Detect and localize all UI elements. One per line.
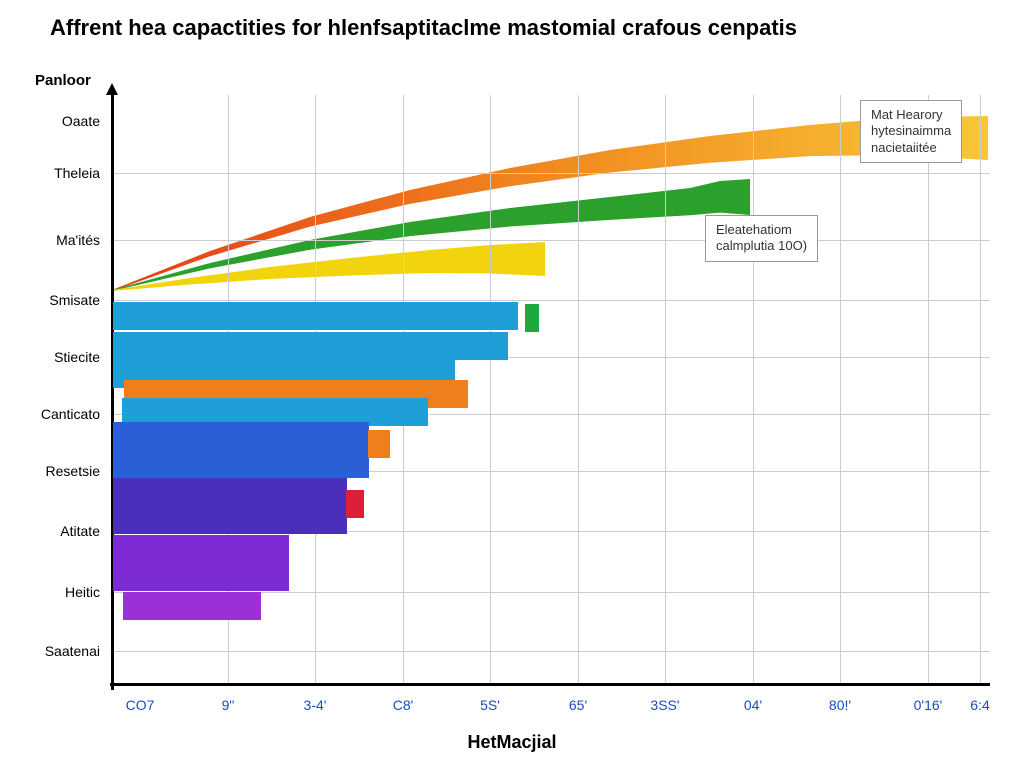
x-axis-line: [110, 683, 990, 686]
x-tick-label: C8': [373, 697, 433, 713]
curve-band: [112, 242, 545, 291]
legend-line: Mat Hearory: [871, 107, 951, 123]
y-tick-label: Oaate: [0, 113, 100, 129]
bar: [113, 506, 347, 534]
chart-title: Affrent hea capactities for hlenfsaptita…: [50, 15, 797, 41]
grid-line-vertical: [578, 95, 579, 685]
x-tick-label: 04': [723, 697, 783, 713]
grid-line-vertical: [665, 95, 666, 685]
bar: [113, 563, 289, 591]
grid-line-vertical: [980, 95, 981, 685]
grid-line-vertical: [928, 95, 929, 685]
chart-root: Affrent hea capactities for hlenfsaptita…: [0, 0, 1024, 768]
x-tick-label: 5S': [460, 697, 520, 713]
x-tick-label: 6:4: [950, 697, 1010, 713]
grid-line-horizontal: [110, 240, 990, 241]
y-tick-label: Atitate: [0, 523, 100, 539]
x-tick-label: 3SS': [635, 697, 695, 713]
plot-area: [110, 95, 990, 685]
bar: [113, 478, 347, 506]
legend-line: Eleatehatiom: [716, 222, 807, 238]
x-tick-label: 3-4': [285, 697, 345, 713]
x-axis-label: HetMacjial: [0, 732, 1024, 753]
y-tick-label: Resetsie: [0, 463, 100, 479]
x-tick-label: 65': [548, 697, 608, 713]
grid-line-horizontal: [110, 651, 990, 652]
curve-band: [112, 179, 750, 291]
legend-box: Eleatehatiomcalmplutia 10O): [705, 215, 818, 262]
grid-line-vertical: [490, 95, 491, 685]
x-tick-label: 9": [198, 697, 258, 713]
y-axis-line: [111, 90, 114, 690]
x-tick-label: CO7: [110, 697, 170, 713]
bar: [525, 304, 539, 332]
bar: [113, 535, 289, 563]
bar: [113, 450, 369, 478]
y-axis-arrow-icon: [106, 83, 118, 95]
y-tick-label: Smisate: [0, 292, 100, 308]
x-tick-label: 80!': [810, 697, 870, 713]
y-tick-label: Theleia: [0, 165, 100, 181]
x-tick-label: 0'16': [898, 697, 958, 713]
y-axis-header: Panloor: [35, 72, 91, 89]
bar: [368, 430, 390, 458]
bar: [113, 302, 518, 330]
curve-band: [112, 116, 988, 291]
grid-line-vertical: [840, 95, 841, 685]
legend-line: calmplutia 10O): [716, 238, 807, 254]
legend-line: hytesinaimma: [871, 123, 951, 139]
bar: [123, 592, 261, 620]
y-tick-label: Ma'ités: [0, 232, 100, 248]
y-tick-label: Saatenai: [0, 643, 100, 659]
grid-line-vertical: [753, 95, 754, 685]
bar: [346, 490, 364, 518]
y-tick-label: Canticato: [0, 406, 100, 422]
bar: [113, 332, 508, 360]
bar: [113, 422, 369, 450]
legend-line: nacietaiitée: [871, 140, 951, 156]
y-tick-label: Heitic: [0, 584, 100, 600]
grid-line-horizontal: [110, 173, 990, 174]
y-tick-label: Stiecite: [0, 349, 100, 365]
grid-line-horizontal: [110, 300, 990, 301]
legend-box: Mat Hearoryhytesinaimmanacietaiitée: [860, 100, 962, 163]
